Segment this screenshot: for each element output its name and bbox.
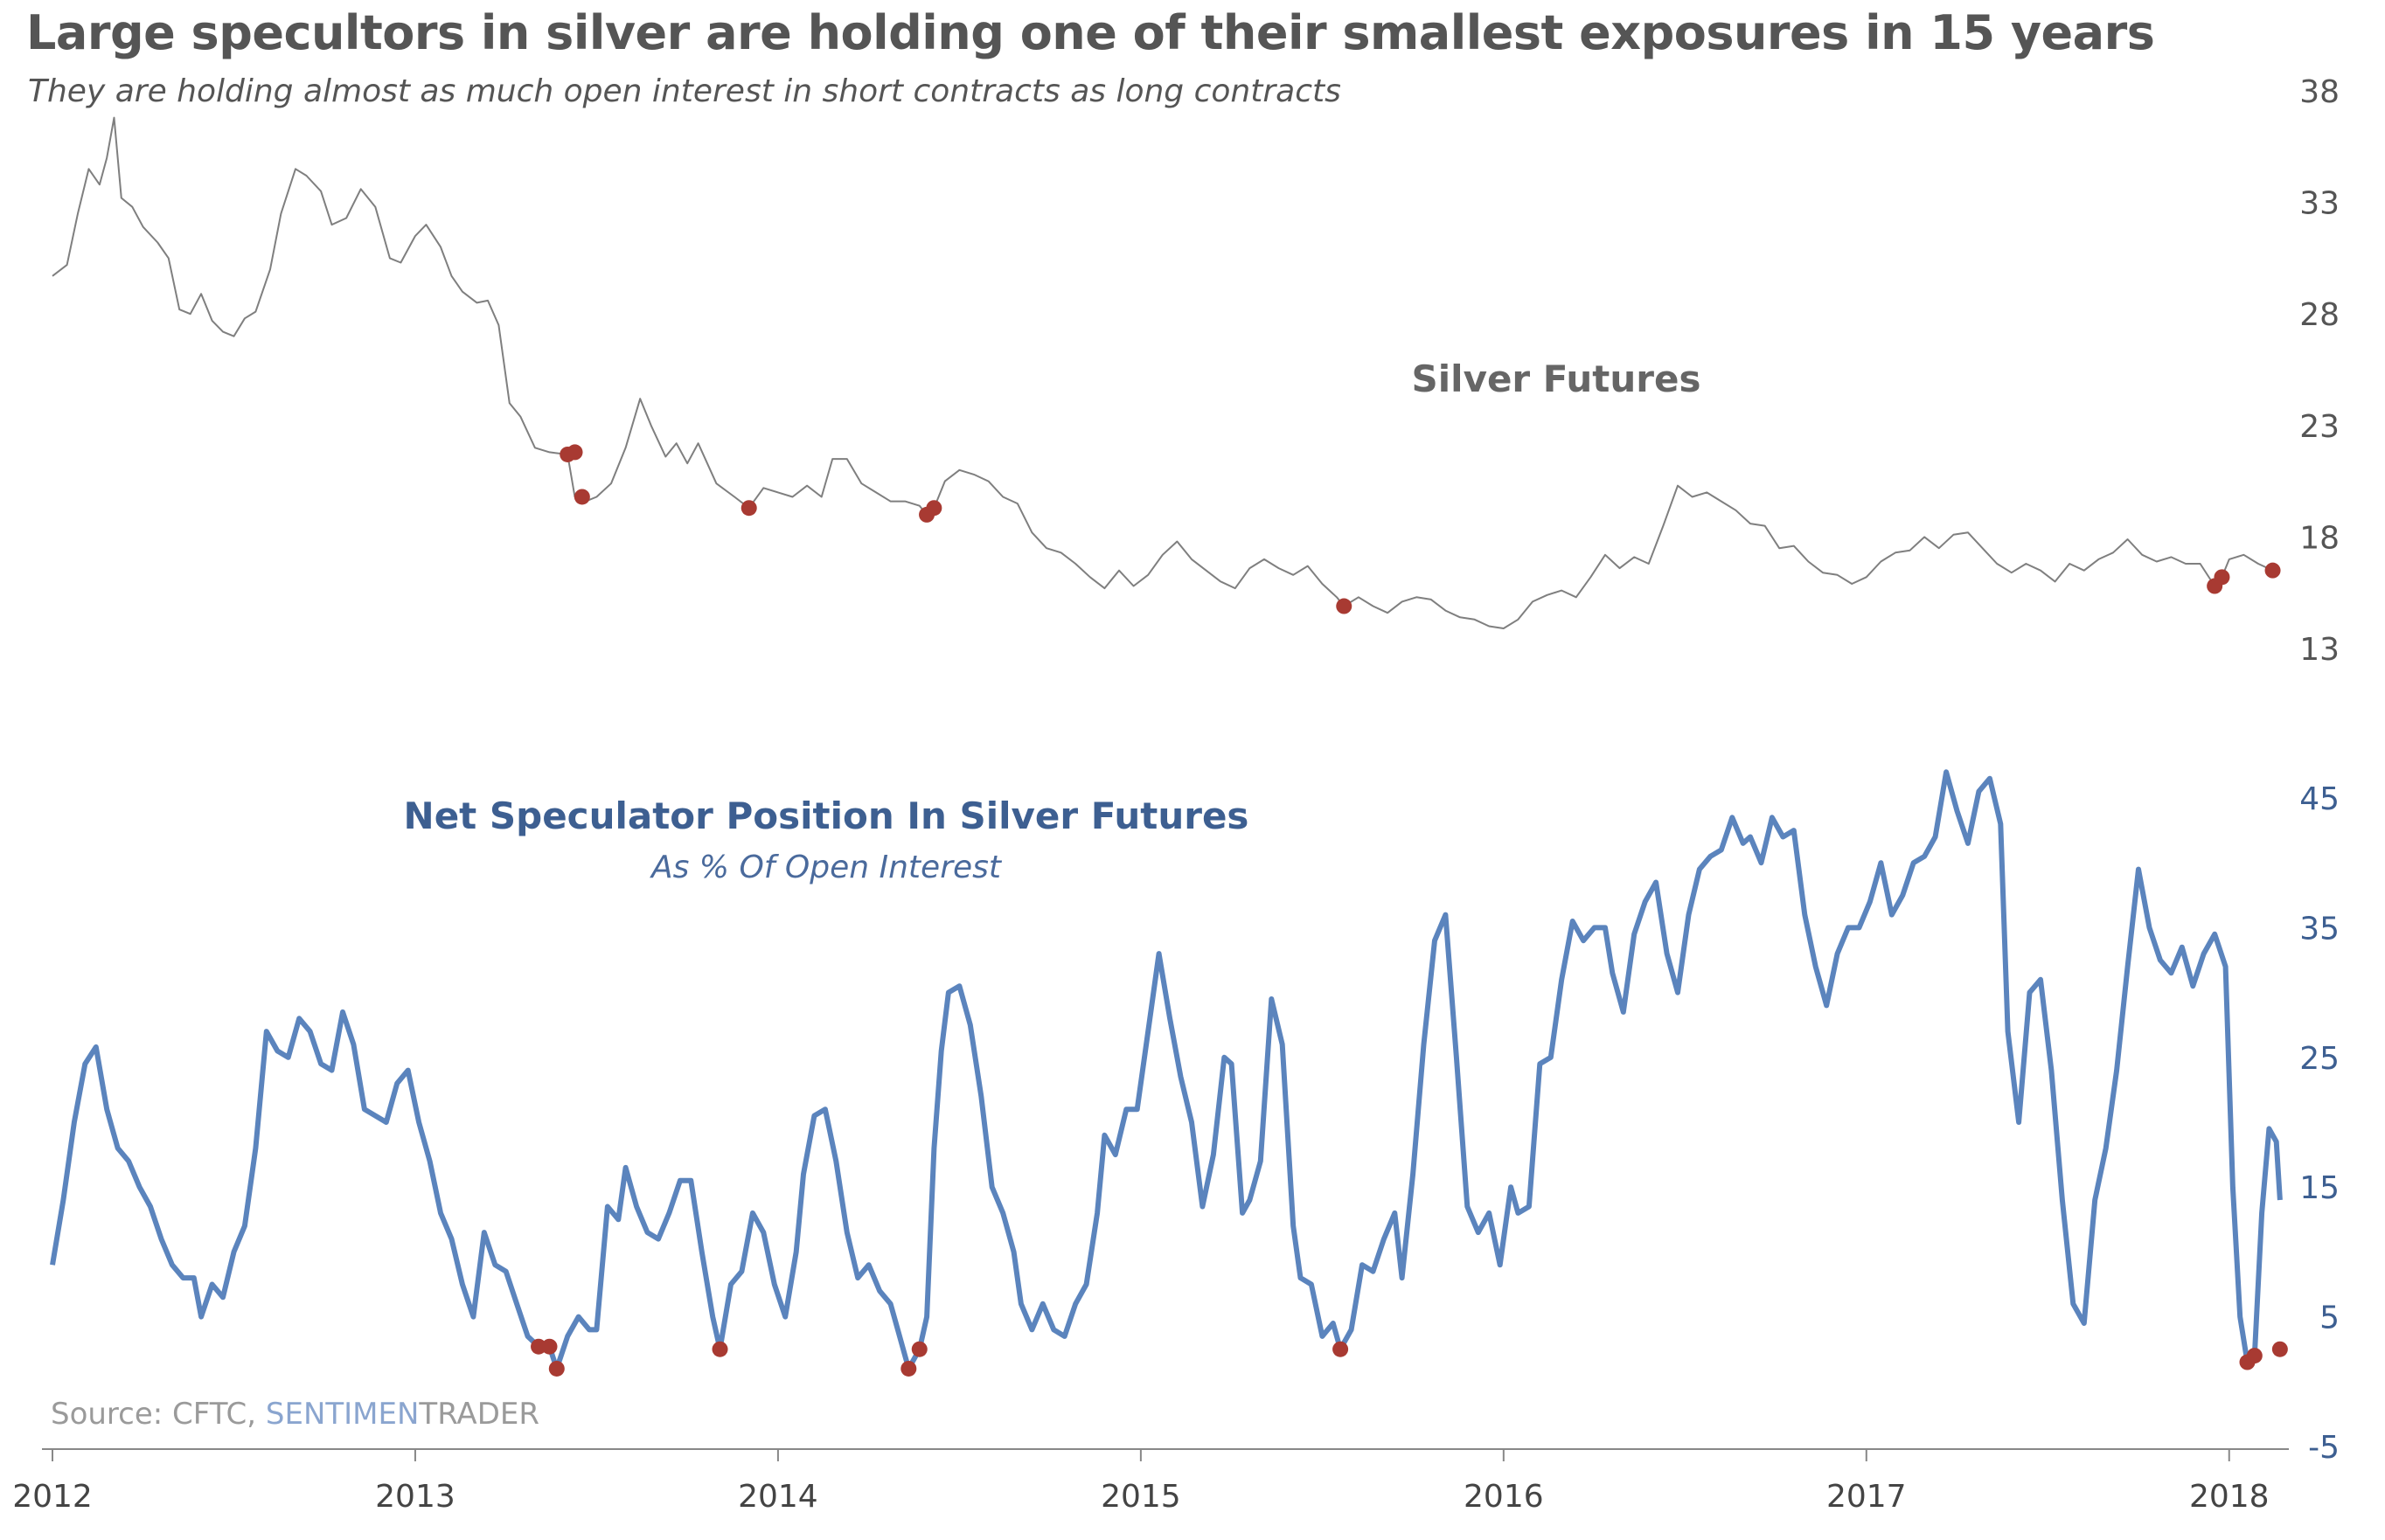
x-tick-label: 2016	[1464, 1479, 1544, 1515]
price-signal-marker	[926, 500, 942, 517]
net-signal-marker	[712, 1341, 728, 1357]
price-y-tick-label: 13	[2299, 632, 2340, 668]
net-y-tick-label: 5	[2319, 1301, 2340, 1336]
net-signal-marker	[911, 1341, 928, 1357]
price-y-tick-label: 38	[2299, 74, 2340, 110]
price-y-tick-label: 28	[2299, 297, 2340, 333]
price-y-tick-label: 23	[2299, 409, 2340, 445]
chart-subtitle: They are holding almost as much open int…	[28, 73, 1341, 109]
x-tick-label: 2013	[375, 1479, 455, 1515]
net-signal-marker	[900, 1360, 917, 1377]
source-brand-a: SENTIMEN	[265, 1397, 420, 1432]
net-signal-marker	[2271, 1341, 2288, 1357]
x-tick-label: 2012	[12, 1479, 93, 1515]
net-signal-marker	[548, 1360, 565, 1377]
x-tick-label: 2018	[2189, 1479, 2270, 1515]
net-speculator-annotation: Net Speculator Position In Silver Future…	[404, 794, 1249, 837]
price-signal-marker	[1336, 598, 1352, 614]
chart-title: Large specultors in silver are holding o…	[26, 5, 2155, 60]
price-y-tick-label: 18	[2299, 520, 2340, 556]
net-signal-marker	[541, 1338, 558, 1355]
x-tick-label: 2017	[1826, 1479, 1907, 1515]
source-prefix: Source: CFTC,	[51, 1397, 266, 1432]
net-signal-marker	[2246, 1348, 2263, 1364]
net-y-tick-label: 25	[2299, 1041, 2340, 1077]
price-signal-marker	[574, 489, 590, 505]
source-note: Source: CFTC, SENTIMENTRADER	[51, 1397, 539, 1432]
silver-price-line	[52, 116, 2274, 629]
source-brand-b: TRADER	[419, 1397, 539, 1432]
price-signal-marker	[741, 500, 757, 517]
net-y-tick-label: 45	[2299, 781, 2340, 817]
net-signal-marker	[531, 1338, 547, 1355]
x-tick-label: 2015	[1101, 1479, 1181, 1515]
x-tick-label: 2014	[738, 1479, 818, 1515]
silver-futures-annotation: Silver Futures	[1412, 357, 1701, 400]
price-signal-marker	[2214, 569, 2230, 586]
price-signal-marker	[567, 444, 583, 461]
net-position-line	[50, 769, 2283, 1371]
net-y-tick-label: 35	[2299, 911, 2340, 947]
net-signal-marker	[1332, 1341, 1349, 1357]
net-speculator-subannotation: As % Of Open Interest	[650, 850, 1003, 885]
net-y-tick-label: 15	[2299, 1170, 2340, 1206]
price-signal-marker	[2264, 562, 2281, 579]
price-y-tick-label: 33	[2299, 186, 2340, 222]
net-y-tick-label: -5	[2308, 1430, 2340, 1466]
